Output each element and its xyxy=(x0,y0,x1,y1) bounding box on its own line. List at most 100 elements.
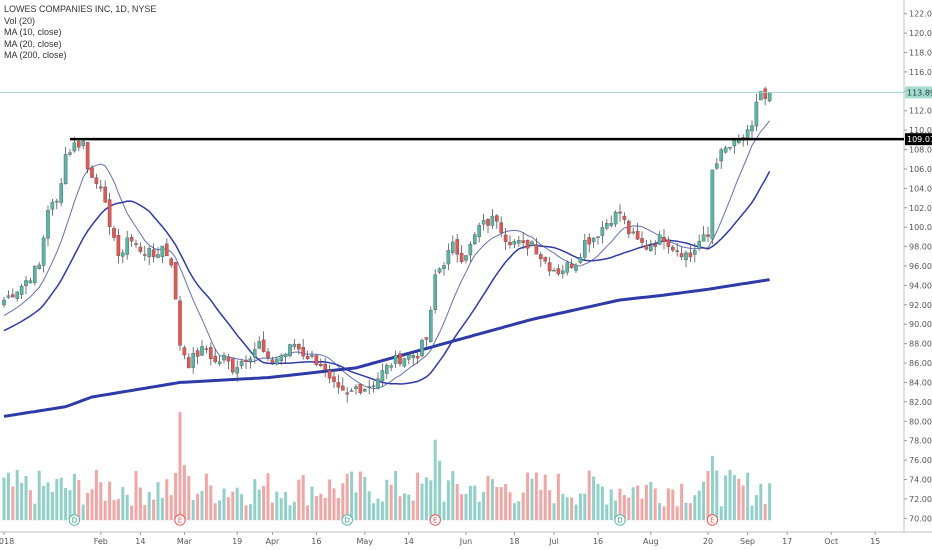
x-tick-label: 17 xyxy=(782,537,792,546)
volume-bar xyxy=(552,503,556,521)
y-tick-label: 118.00 xyxy=(909,49,932,58)
candle-body xyxy=(569,263,574,269)
volume-bar xyxy=(64,487,68,521)
volume-bar xyxy=(240,494,244,521)
candle-body xyxy=(147,248,152,257)
volume-bar xyxy=(754,495,758,521)
candle-body xyxy=(297,343,301,350)
candle-body xyxy=(305,355,310,360)
volume-bar xyxy=(15,470,19,521)
candle-body xyxy=(473,234,477,244)
candle-body xyxy=(2,299,6,306)
candle-body xyxy=(442,265,446,269)
candle-body xyxy=(666,239,671,247)
volume-bar xyxy=(266,473,270,521)
volume-bar xyxy=(640,498,644,521)
candle-body xyxy=(745,129,750,139)
volume-bar xyxy=(77,479,81,521)
candle-body xyxy=(635,230,640,240)
y-tick-label: 116.00 xyxy=(909,68,932,77)
candle-body xyxy=(468,243,473,256)
candle-body xyxy=(631,231,635,234)
volume-bar xyxy=(182,465,186,521)
candle-body xyxy=(675,250,679,252)
y-tick-label: 80.00 xyxy=(909,417,932,426)
candle-body xyxy=(407,354,411,360)
volume-bar xyxy=(2,477,6,521)
volume-bar xyxy=(411,500,415,521)
candle-body xyxy=(552,269,556,272)
x-tick-label: 15 xyxy=(870,537,880,546)
volume-bar xyxy=(284,492,288,521)
candle-body xyxy=(477,225,482,237)
candle-body xyxy=(208,347,213,360)
y-tick-label: 96.00 xyxy=(909,262,932,271)
candle-body xyxy=(363,389,367,392)
volume-bar xyxy=(614,500,618,521)
candle-body xyxy=(244,359,248,362)
earnings-marker xyxy=(706,514,719,526)
volume-bar xyxy=(666,488,670,521)
volume-bar xyxy=(297,479,301,521)
ma20-indicator-label[interactable]: MA (20, close) xyxy=(4,38,62,49)
ma200-line xyxy=(3,278,770,418)
volume-bar xyxy=(592,476,596,521)
x-tick-label: 16 xyxy=(593,537,603,546)
volume-bar xyxy=(644,484,648,521)
ma10-line xyxy=(3,120,770,390)
volume-bar xyxy=(178,412,182,521)
x-tick-label: Aug xyxy=(643,537,659,546)
volume-bar xyxy=(33,503,37,521)
dividend-marker xyxy=(341,514,353,526)
volume-bar xyxy=(473,485,477,521)
volume-bar xyxy=(218,500,222,521)
candle-body xyxy=(596,236,600,238)
candle-body xyxy=(266,351,270,358)
candle-body xyxy=(46,210,50,239)
candle-body xyxy=(33,266,37,283)
candle-body xyxy=(261,339,266,352)
candle-body xyxy=(525,239,530,249)
volume-bar xyxy=(464,494,468,521)
volume-bar xyxy=(103,500,107,521)
volume-bar xyxy=(504,483,508,521)
candle-body xyxy=(226,356,231,362)
volume-bar xyxy=(231,491,235,521)
candle-body xyxy=(94,177,99,185)
candle-body xyxy=(556,268,561,275)
candle-body xyxy=(759,91,763,101)
volume-bar xyxy=(534,472,538,521)
volume-bar xyxy=(530,478,534,521)
volume-bar xyxy=(495,487,499,521)
volume-bar xyxy=(235,487,239,521)
volume-bar xyxy=(125,494,129,521)
volume-bar xyxy=(275,491,279,521)
candle-body xyxy=(257,341,262,349)
volume-bar xyxy=(539,489,543,521)
volume-bar xyxy=(350,471,354,521)
volume-bar xyxy=(20,483,24,521)
candle-body xyxy=(547,262,552,272)
volume-bar xyxy=(59,477,63,521)
candle-body xyxy=(151,249,156,258)
volume-bar xyxy=(174,473,178,521)
candle-body xyxy=(671,246,675,251)
volume-indicator-label[interactable]: Vol (20) xyxy=(4,15,36,26)
candle-body xyxy=(389,365,394,368)
candle-body xyxy=(583,240,587,258)
candle-body xyxy=(587,237,591,245)
symbol-title[interactable]: LOWES COMPANIES INC, 1D, NYSE xyxy=(4,4,157,14)
volume-bar xyxy=(420,483,424,521)
ma10-indicator-label[interactable]: MA (10, close) xyxy=(4,27,62,37)
volume-bar xyxy=(86,492,90,521)
candle-body xyxy=(178,300,182,346)
candle-body xyxy=(618,211,622,214)
volume-bar xyxy=(429,480,433,521)
volume-bar xyxy=(81,504,85,521)
ma200-indicator-label[interactable]: MA (200, close) xyxy=(4,50,67,60)
volume-bar xyxy=(715,470,719,521)
candle-body xyxy=(371,385,376,387)
candle-body xyxy=(341,385,345,391)
volume-bar xyxy=(24,475,28,521)
